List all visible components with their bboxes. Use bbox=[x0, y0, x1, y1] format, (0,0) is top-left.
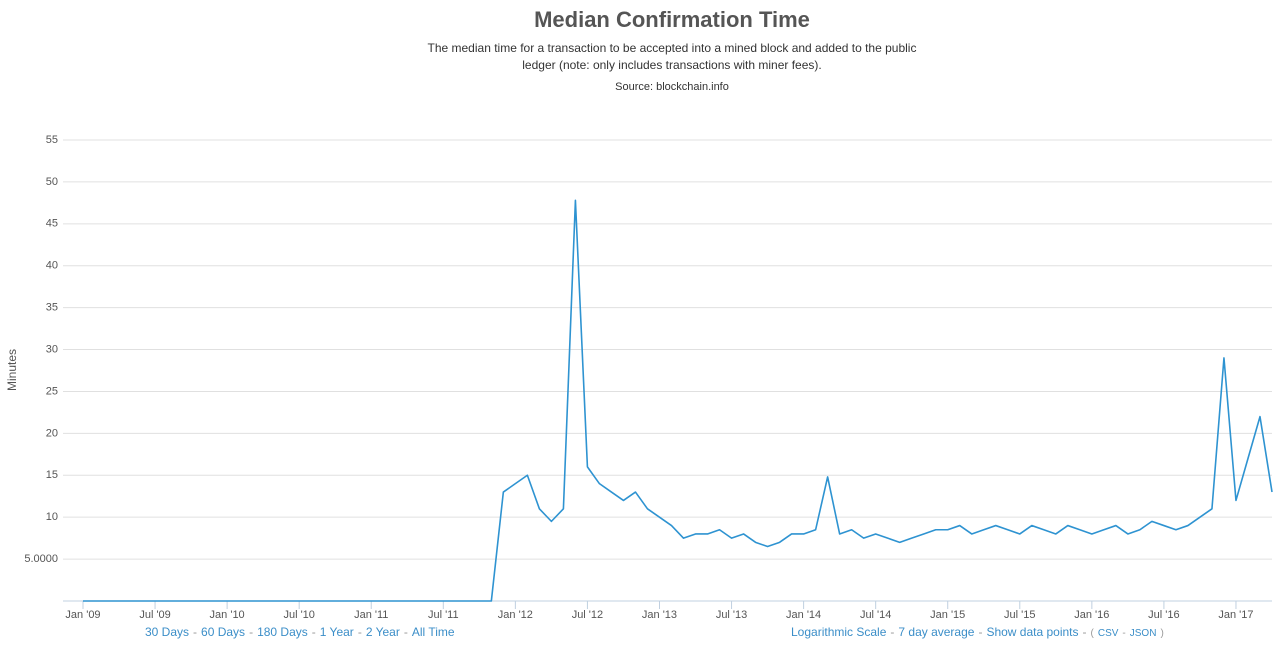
x-tick-label: Jul '12 bbox=[572, 609, 603, 621]
link[interactable]: 2 Year bbox=[365, 625, 400, 639]
link[interactable]: 180 Days bbox=[257, 625, 308, 639]
chart-title: Median Confirmation Time bbox=[534, 7, 810, 32]
separator: - bbox=[978, 625, 983, 639]
separator: - bbox=[311, 625, 316, 639]
x-tick-label: Jul '11 bbox=[428, 609, 459, 621]
y-tick-label: 40 bbox=[46, 260, 58, 272]
x-tick-label: Jan '10 bbox=[210, 609, 245, 621]
subtitle: The median time for a transaction to be … bbox=[428, 41, 917, 55]
y-tick-label: 55 bbox=[46, 134, 58, 146]
subtitle: ledger (note: only includes transactions… bbox=[522, 58, 821, 72]
x-tick-label: Jan '16 bbox=[1074, 609, 1109, 621]
separator: ) bbox=[1160, 628, 1164, 639]
link[interactable]: 1 Year bbox=[319, 625, 354, 639]
y-tick-label: 5.0000 bbox=[24, 553, 58, 565]
option-links: Logarithmic Scale -7 day average - Show dat… bbox=[789, 625, 1166, 639]
range-links: 30 Days -60 Days -180 Days -1 Year -2 Year - A… bbox=[143, 625, 457, 639]
y-tick-label: 20 bbox=[46, 427, 58, 439]
separator: ( bbox=[1090, 628, 1094, 639]
link[interactable]: CSV bbox=[1097, 628, 1119, 639]
link[interactable]: 7 day average bbox=[898, 625, 975, 639]
y-tick-label: 10 bbox=[46, 511, 58, 523]
y-tick-label: 30 bbox=[46, 343, 58, 355]
link[interactable]: All Time bbox=[411, 625, 455, 639]
link[interactable]: Logarithmic Scale bbox=[791, 625, 887, 639]
x-tick-label: Jul '13 bbox=[716, 609, 747, 621]
separator: - bbox=[249, 625, 254, 639]
data-line bbox=[83, 199, 1273, 602]
link[interactable]: 30 Days bbox=[145, 625, 190, 639]
x-tick-label: Jan '15 bbox=[930, 609, 965, 621]
y-tick-label: 25 bbox=[46, 385, 58, 397]
y-tick-label: 45 bbox=[46, 218, 58, 230]
x-tick-label: Jan '14 bbox=[786, 609, 821, 621]
x-tick-label: Jan '13 bbox=[642, 609, 677, 621]
x-tick-label: Jul '16 bbox=[1148, 609, 1179, 621]
separator: - bbox=[1082, 625, 1087, 639]
y-tick-label: 50 bbox=[46, 176, 58, 188]
x-tick-label: Jul '15 bbox=[1004, 609, 1035, 621]
y-axis-label: Minutes bbox=[5, 349, 19, 391]
x-tick-label: Jan '12 bbox=[498, 609, 533, 621]
separator: - bbox=[357, 625, 362, 639]
x-tick-label: Jan '11 bbox=[354, 609, 388, 621]
x-tick-label: Jul '10 bbox=[283, 609, 314, 621]
source: Source: blockchain.info bbox=[615, 81, 729, 93]
link[interactable]: Show data points bbox=[986, 625, 1079, 639]
x-tick-label: Jul '14 bbox=[860, 609, 891, 621]
separator: - bbox=[403, 625, 408, 639]
x-tick-label: Jul '09 bbox=[139, 609, 170, 621]
separator: - bbox=[890, 625, 895, 639]
separator: - bbox=[1122, 628, 1126, 639]
y-tick-label: 15 bbox=[46, 469, 58, 481]
link[interactable]: JSON bbox=[1129, 628, 1157, 639]
separator: - bbox=[193, 625, 198, 639]
x-tick-label: Jan '17 bbox=[1218, 609, 1253, 621]
y-tick-label: 35 bbox=[46, 302, 58, 314]
link[interactable]: 60 Days bbox=[201, 625, 246, 639]
x-tick-label: Jan '09 bbox=[65, 609, 100, 621]
